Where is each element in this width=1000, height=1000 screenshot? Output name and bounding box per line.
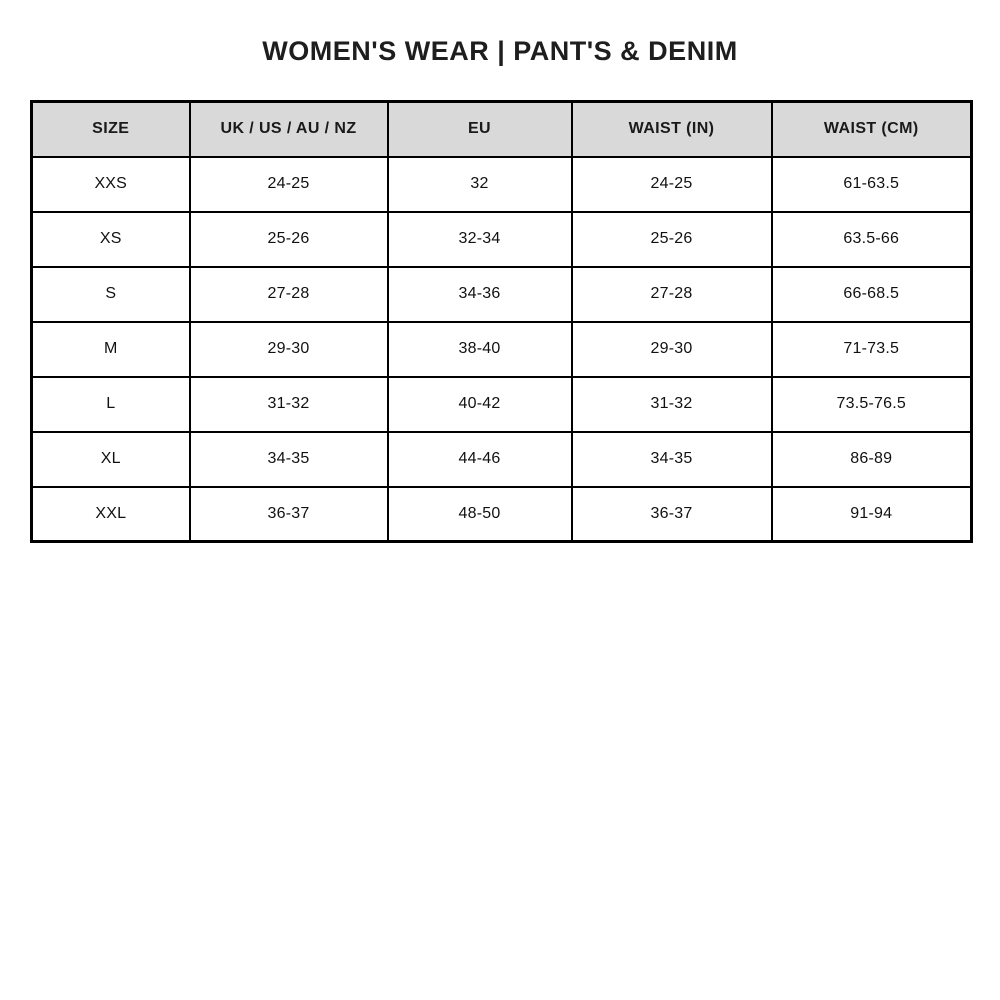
header-cell-uk-us-au-nz: UK / US / AU / NZ bbox=[188, 100, 389, 158]
table-cell: 73.5-76.5 bbox=[770, 375, 973, 433]
table-row: S 27-28 34-36 27-28 66-68.5 bbox=[30, 265, 973, 323]
table-cell: XXL bbox=[30, 485, 191, 543]
table-cell: 24-25 bbox=[570, 155, 773, 213]
table-cell: M bbox=[30, 320, 191, 378]
table-row: L 31-32 40-42 31-32 73.5-76.5 bbox=[30, 375, 973, 433]
table-cell: 29-30 bbox=[188, 320, 389, 378]
table-cell: 27-28 bbox=[570, 265, 773, 323]
table-cell: 36-37 bbox=[188, 485, 389, 543]
table-row: XXS 24-25 32 24-25 61-63.5 bbox=[30, 155, 973, 213]
header-cell-waist-in: WAIST (IN) bbox=[570, 100, 773, 158]
table-cell: 25-26 bbox=[570, 210, 773, 268]
table-cell: 32-34 bbox=[386, 210, 573, 268]
table-row: XS 25-26 32-34 25-26 63.5-66 bbox=[30, 210, 973, 268]
table-cell: S bbox=[30, 265, 191, 323]
table-cell: XL bbox=[30, 430, 191, 488]
table-cell: 27-28 bbox=[188, 265, 389, 323]
table-row: M 29-30 38-40 29-30 71-73.5 bbox=[30, 320, 973, 378]
table-cell: L bbox=[30, 375, 191, 433]
header-cell-waist-cm: WAIST (CM) bbox=[770, 100, 973, 158]
table-cell: 86-89 bbox=[770, 430, 973, 488]
table-cell: 32 bbox=[386, 155, 573, 213]
table-header-row: SIZE UK / US / AU / NZ EU WAIST (IN) WAI… bbox=[30, 100, 973, 158]
table-cell: 66-68.5 bbox=[770, 265, 973, 323]
header-cell-eu: EU bbox=[386, 100, 573, 158]
table-cell: 38-40 bbox=[386, 320, 573, 378]
table-cell: 34-36 bbox=[386, 265, 573, 323]
table-cell: 34-35 bbox=[570, 430, 773, 488]
page-title: WOMEN'S WEAR | PANT'S & DENIM bbox=[262, 36, 738, 66]
header-cell-size: SIZE bbox=[30, 100, 191, 158]
table-row: XL 34-35 44-46 34-35 86-89 bbox=[30, 430, 973, 488]
table-cell: 48-50 bbox=[386, 485, 573, 543]
table-cell: 61-63.5 bbox=[770, 155, 973, 213]
table-cell: XS bbox=[30, 210, 191, 268]
table-cell: 24-25 bbox=[188, 155, 389, 213]
table-cell: 91-94 bbox=[770, 485, 973, 543]
table-row: XXL 36-37 48-50 36-37 91-94 bbox=[30, 485, 973, 543]
table-cell: 63.5-66 bbox=[770, 210, 973, 268]
table-cell: 36-37 bbox=[570, 485, 773, 543]
table-cell: 40-42 bbox=[386, 375, 573, 433]
table-cell: 34-35 bbox=[188, 430, 389, 488]
table-cell: XXS bbox=[30, 155, 191, 213]
table-cell: 25-26 bbox=[188, 210, 389, 268]
size-chart-table: SIZE UK / US / AU / NZ EU WAIST (IN) WAI… bbox=[30, 100, 973, 543]
table-cell: 31-32 bbox=[570, 375, 773, 433]
table-cell: 29-30 bbox=[570, 320, 773, 378]
table-cell: 71-73.5 bbox=[770, 320, 973, 378]
table-cell: 44-46 bbox=[386, 430, 573, 488]
table-cell: 31-32 bbox=[188, 375, 389, 433]
